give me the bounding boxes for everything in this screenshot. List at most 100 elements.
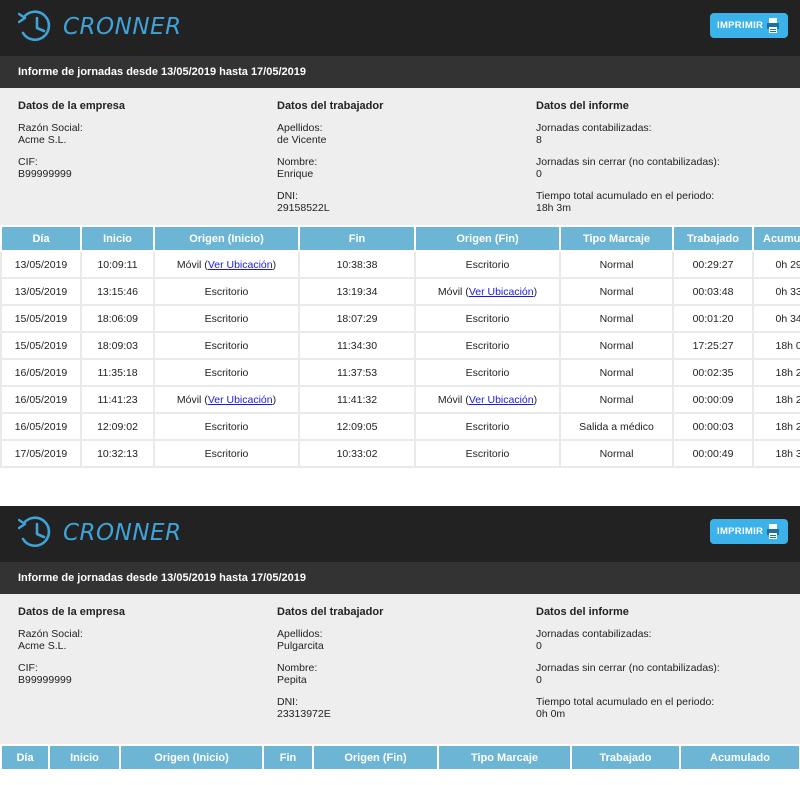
inicio-cell: 12:09:02 bbox=[80, 412, 155, 441]
origen-inicio-text: Móvil bbox=[176, 258, 202, 271]
tiempo-total-label: Tiempo total acumulado en el periodo: bbox=[536, 696, 715, 708]
table-row: 16/05/2019 12:09:02 Escritorio 12:09:05 Escr… bbox=[0, 412, 800, 441]
fin-cell: 13:19:34 bbox=[298, 277, 416, 306]
clock-logo-icon bbox=[18, 516, 51, 547]
table-row: 17/05/2019 10:32:13 Escritorio 10:33:02 Escr… bbox=[0, 439, 800, 468]
dia-cell: 13/05/2019 bbox=[0, 277, 82, 306]
origen-inicio-text: Escritorio bbox=[204, 312, 249, 325]
fin-header: Fin bbox=[298, 225, 416, 252]
company-heading: Datos de la empresa bbox=[18, 606, 125, 618]
table-header-row: Día Inicio Origen (Inicio) Fin Origen (Fin) T… bbox=[0, 744, 800, 771]
nombre-value: Enrique bbox=[277, 168, 314, 180]
origen-inicio-header: Origen (Inicio) bbox=[153, 225, 300, 252]
trabajado-cell: 17:25:27 bbox=[672, 331, 754, 360]
dia-cell: 15/05/2019 bbox=[0, 304, 82, 333]
fin-cell: 18:07:29 bbox=[298, 304, 416, 333]
acumulado-cell: 18h 2m bbox=[752, 358, 800, 387]
origen-fin-text: Escritorio bbox=[465, 420, 510, 433]
print-button[interactable]: IMPRIMIR bbox=[710, 519, 788, 544]
inicio-cell: 10:09:11 bbox=[80, 250, 155, 279]
jornadas-contabilizadas-value: 0 bbox=[536, 640, 542, 652]
origen-inicio-text: Escritorio bbox=[204, 339, 249, 352]
dia-cell: 13/05/2019 bbox=[0, 250, 82, 279]
origen-fin-cell: Escritorio bbox=[414, 250, 561, 279]
ver-ubicacion-link[interactable]: Ver Ubicación bbox=[207, 258, 273, 271]
trabajado-cell: 00:02:35 bbox=[672, 358, 754, 387]
worker-data: Datos del trabajador Apellidos: de Vicen… bbox=[277, 100, 383, 224]
cif-value: B99999999 bbox=[18, 674, 72, 686]
company-data: Datos de la empresa Razón Social: Acme S… bbox=[18, 606, 125, 696]
printer-icon bbox=[767, 524, 779, 539]
inicio-cell: 11:35:18 bbox=[80, 358, 155, 387]
table-row: 13/05/2019 13:15:46 Escritorio 13:19:34 Móvi… bbox=[0, 277, 800, 306]
origen-fin-cell: Escritorio bbox=[414, 412, 561, 441]
origen-fin-cell: Móvil (Ver Ubicación) bbox=[414, 277, 561, 306]
jornadas-sin-cerrar-label: Jornadas sin cerrar (no contabilizadas): bbox=[536, 156, 720, 168]
trabajado-cell: 00:00:03 bbox=[672, 412, 754, 441]
worker-heading: Datos del trabajador bbox=[277, 100, 384, 112]
cif-label: CIF: bbox=[18, 662, 38, 674]
nombre-label: Nombre: bbox=[277, 156, 318, 168]
report: CRONNER IMPRIMIR Informe de jornadas des… bbox=[0, 506, 800, 771]
origen-inicio-header: Origen (Inicio) bbox=[119, 744, 264, 771]
summary-heading: Datos del informe bbox=[536, 606, 629, 618]
report-summary: Datos del informe Jornadas contabilizada… bbox=[536, 100, 720, 224]
tipo-marcaje-header: Tipo Marcaje bbox=[437, 744, 572, 771]
fin-cell: 11:37:53 bbox=[298, 358, 416, 387]
fin-cell: 10:33:02 bbox=[298, 439, 416, 468]
tipo-marcaje-cell: Normal bbox=[559, 439, 674, 468]
trabajado-cell: 00:00:09 bbox=[672, 385, 754, 414]
origen-fin-header: Origen (Fin) bbox=[414, 225, 561, 252]
tipo-marcaje-cell: Normal bbox=[559, 277, 674, 306]
tipo-marcaje-cell: Normal bbox=[559, 331, 674, 360]
jornadas-contabilizadas-label: Jornadas contabilizadas: bbox=[536, 628, 652, 640]
summary-heading: Datos del informe bbox=[536, 100, 629, 112]
trabajado-cell: 00:29:27 bbox=[672, 250, 754, 279]
dia-header: Día bbox=[0, 744, 50, 771]
trabajado-header: Trabajado bbox=[570, 744, 681, 771]
origen-fin-cell: Escritorio bbox=[414, 304, 561, 333]
dia-cell: 15/05/2019 bbox=[0, 331, 82, 360]
origen-fin-text: Escritorio bbox=[465, 312, 510, 325]
razon-social-label: Razón Social: bbox=[18, 628, 83, 640]
fin-cell: 10:38:38 bbox=[298, 250, 416, 279]
logo: CRONNER bbox=[18, 515, 182, 551]
origen-fin-header: Origen (Fin) bbox=[312, 744, 439, 771]
jornadas-contabilizadas-value: 8 bbox=[536, 134, 542, 146]
origen-inicio-cell: Escritorio bbox=[153, 304, 300, 333]
print-button-label: IMPRIMIR bbox=[717, 526, 764, 537]
inicio-cell: 10:32:13 bbox=[80, 439, 155, 468]
info-panel: Datos de la empresa Razón Social: Acme S… bbox=[0, 594, 800, 744]
logo: CRONNER bbox=[18, 9, 182, 45]
top-bar: CRONNER IMPRIMIR bbox=[0, 506, 800, 562]
report-title: Informe de jornadas desde 13/05/2019 has… bbox=[0, 562, 800, 594]
report-title: Informe de jornadas desde 13/05/2019 has… bbox=[0, 56, 800, 88]
origen-fin-cell: Escritorio bbox=[414, 439, 561, 468]
inicio-header: Inicio bbox=[48, 744, 121, 771]
table-row: 15/05/2019 18:06:09 Escritorio 18:07:29 Escr… bbox=[0, 304, 800, 333]
dni-label: DNI: bbox=[277, 190, 298, 202]
dia-header: Día bbox=[0, 225, 82, 252]
razon-social-label: Razón Social: bbox=[18, 122, 83, 134]
origen-inicio-cell: Móvil (Ver Ubicación) bbox=[153, 385, 300, 414]
trabajado-header: Trabajado bbox=[672, 225, 754, 252]
clock-logo-icon bbox=[18, 10, 51, 41]
origen-inicio-text: Escritorio bbox=[204, 447, 249, 460]
jornadas-sin-cerrar-value: 0 bbox=[536, 674, 542, 686]
report-summary: Datos del informe Jornadas contabilizada… bbox=[536, 606, 720, 730]
origen-inicio-cell: Móvil (Ver Ubicación) bbox=[153, 250, 300, 279]
origen-inicio-text: Escritorio bbox=[204, 285, 249, 298]
dia-cell: 16/05/2019 bbox=[0, 412, 82, 441]
ver-ubicacion-link[interactable]: Ver Ubicación bbox=[468, 285, 534, 298]
nombre-label: Nombre: bbox=[277, 662, 318, 674]
ver-ubicacion-link[interactable]: Ver Ubicación bbox=[468, 393, 534, 406]
tipo-marcaje-cell: Normal bbox=[559, 304, 674, 333]
origen-fin-text: Escritorio bbox=[465, 258, 510, 271]
dia-cell: 16/05/2019 bbox=[0, 358, 82, 387]
origen-fin-text: Escritorio bbox=[465, 339, 510, 352]
print-button[interactable]: IMPRIMIR bbox=[710, 13, 788, 38]
fin-cell: 11:34:30 bbox=[298, 331, 416, 360]
fin-cell: 12:09:05 bbox=[298, 412, 416, 441]
ver-ubicacion-link[interactable]: Ver Ubicación bbox=[207, 393, 273, 406]
